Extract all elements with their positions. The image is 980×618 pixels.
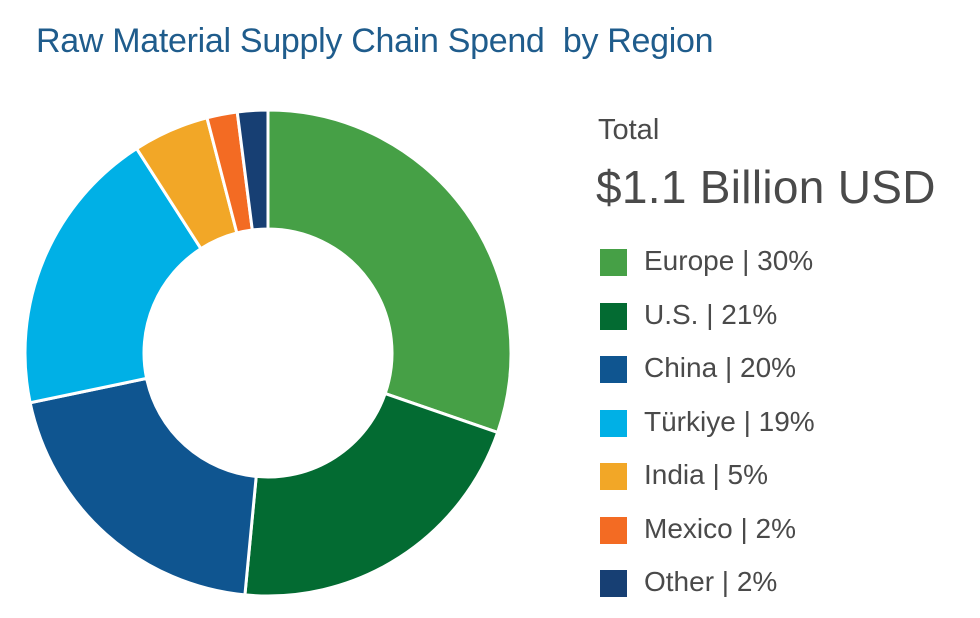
donut-slice-china xyxy=(28,376,258,597)
legend-item-t-rkiye: Türkiye | 19% xyxy=(600,404,970,458)
total-label: Total xyxy=(598,114,660,146)
legend-swatch xyxy=(600,409,627,437)
legend-label: U.S. | 21% xyxy=(644,298,778,330)
legend-swatch xyxy=(600,570,627,597)
legend-swatch xyxy=(600,516,627,544)
legend-label: China | 20% xyxy=(644,352,797,383)
total-value: $1.1 Billion USD xyxy=(596,161,936,213)
legend-item-mexico: Mexico | 2% xyxy=(600,511,970,565)
legend-label: Europe | 30% xyxy=(644,245,814,276)
legend-swatch xyxy=(600,249,627,276)
legend-swatch xyxy=(600,356,627,383)
legend-item-china: China | 20% xyxy=(600,350,970,404)
legend-label: Other | 2% xyxy=(644,566,778,597)
chart-title: Raw Material Supply Chain Spend by Regio… xyxy=(36,22,714,60)
legend-swatch xyxy=(600,302,627,330)
legend-label: Mexico | 2% xyxy=(644,512,796,544)
donut-slice-t-rkiye xyxy=(23,146,204,405)
legend: Europe | 30% U.S. | 21% China | 20% Türkiye… xyxy=(600,243,970,618)
legend-swatch xyxy=(600,463,627,490)
legend-label: India | 5% xyxy=(644,459,769,490)
donut-slice-u-s xyxy=(243,391,500,598)
donut-slice-europe xyxy=(266,108,513,435)
donut-chart xyxy=(23,108,513,598)
legend-item-india: India | 5% xyxy=(600,457,970,511)
legend-item-other: Other | 2% xyxy=(600,564,970,618)
legend-label: Türkiye | 19% xyxy=(644,405,815,437)
donut-slice-other xyxy=(235,108,270,232)
legend-item-u-s: U.S. | 21% xyxy=(600,297,970,351)
legend-item-europe: Europe | 30% xyxy=(600,243,970,297)
